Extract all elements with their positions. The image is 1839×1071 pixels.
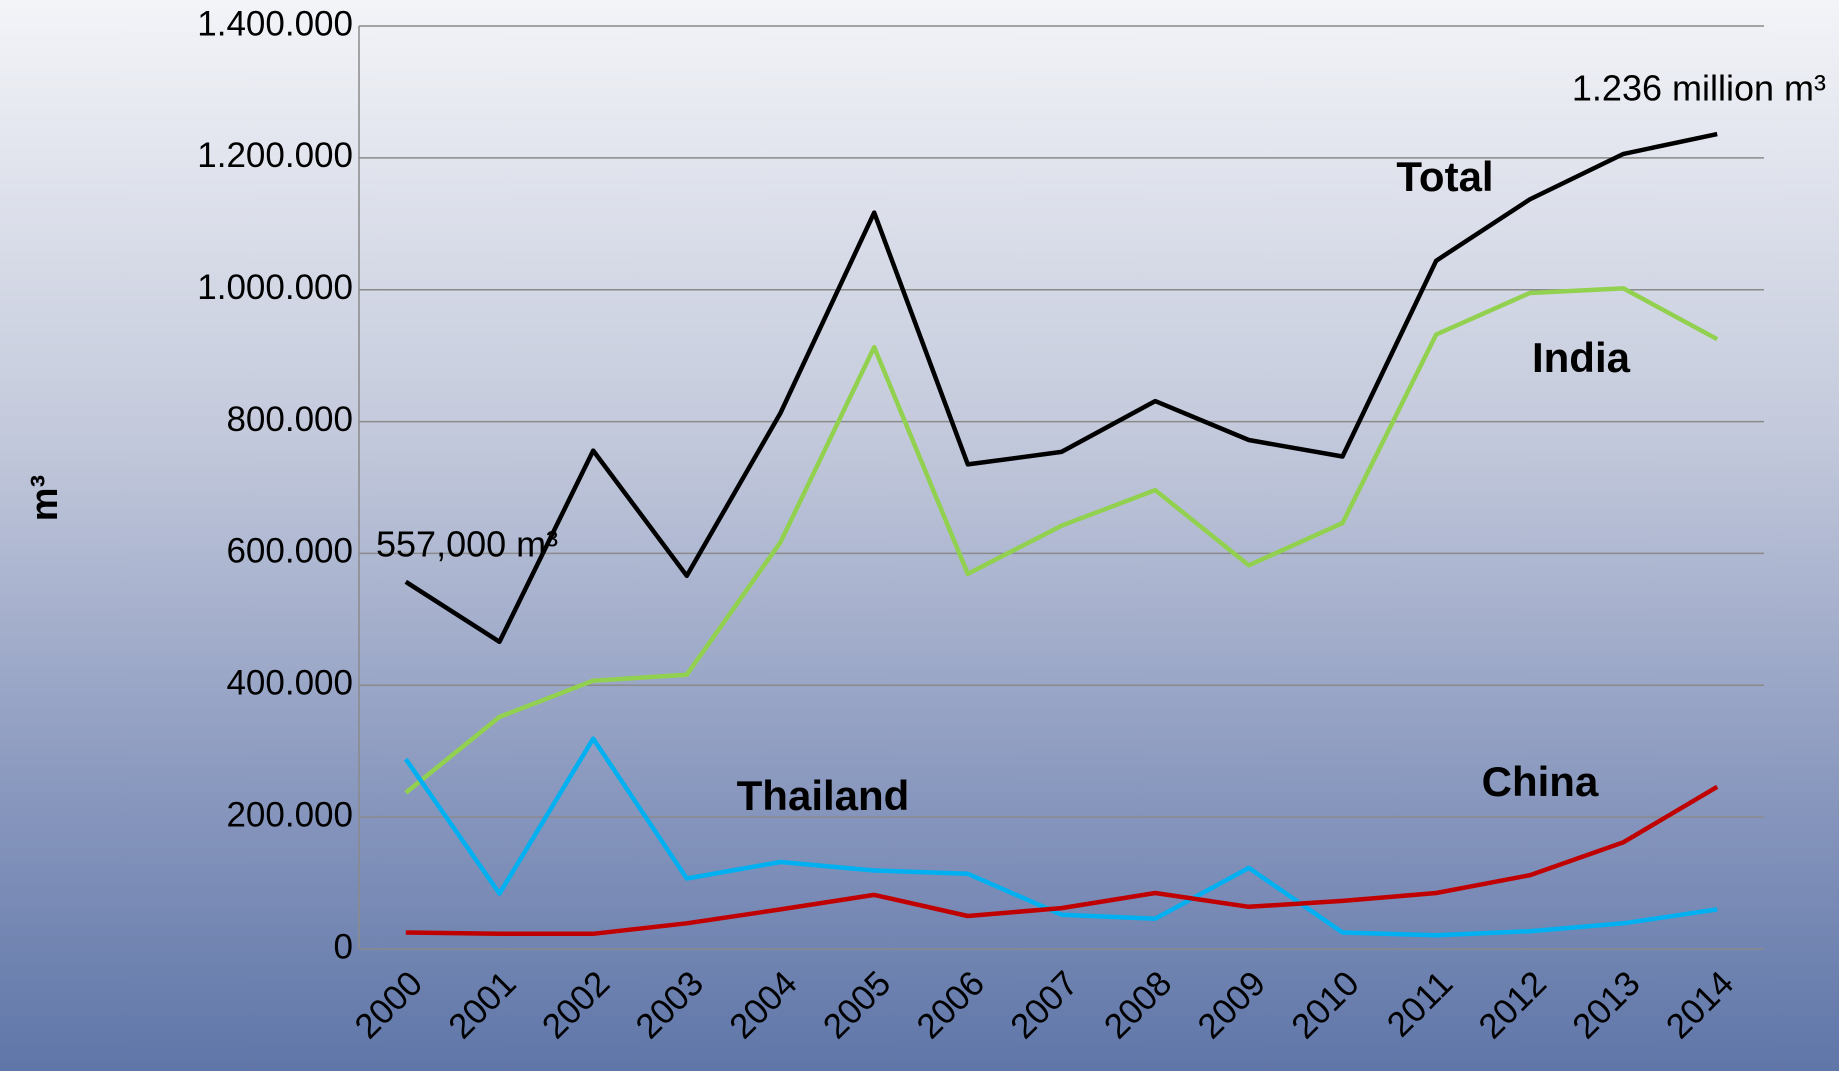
x-tick-label: 2005 xyxy=(816,964,899,1047)
x-tick-label: 2004 xyxy=(722,964,805,1047)
y-tick-label: 1.200.000 xyxy=(197,136,353,175)
series-label: Total xyxy=(1396,153,1493,200)
series-label: India xyxy=(1532,334,1631,381)
x-tick-label: 2013 xyxy=(1565,964,1648,1047)
series-label: Thailand xyxy=(737,772,910,819)
x-tick-label: 2008 xyxy=(1097,964,1180,1047)
y-tick-label: 1.000.000 xyxy=(197,268,353,307)
x-tick-label: 2001 xyxy=(441,964,524,1047)
y-tick-label: 600.000 xyxy=(226,532,353,571)
x-tick-label: 2003 xyxy=(628,964,711,1047)
x-tick-label: 2006 xyxy=(909,964,992,1047)
x-tick-label: 2010 xyxy=(1284,964,1367,1047)
y-tick-label: 400.000 xyxy=(226,664,353,703)
x-tick-label: 2012 xyxy=(1471,964,1554,1047)
x-tick-label: 2002 xyxy=(535,964,618,1047)
y-tick-label: 1.400.000 xyxy=(197,4,353,43)
series-label: China xyxy=(1482,758,1599,805)
x-tick-label: 2011 xyxy=(1380,964,1461,1045)
annotation: 557,000 m³ xyxy=(376,524,558,565)
series-line xyxy=(404,131,1718,645)
x-tick-label: 2014 xyxy=(1659,964,1742,1047)
annotation: 1.236 million m³ xyxy=(1572,68,1826,109)
x-tick-label: 2000 xyxy=(347,964,430,1047)
y-tick-label: 0 xyxy=(334,927,353,966)
y-tick-label: 200.000 xyxy=(226,795,353,834)
x-tick-label: 2007 xyxy=(1003,964,1086,1047)
x-tick-label: 2009 xyxy=(1190,964,1273,1047)
series-line xyxy=(405,784,1719,937)
series-line xyxy=(404,286,1719,795)
series-line xyxy=(403,736,1718,938)
y-tick-label: 800.000 xyxy=(226,400,353,439)
y-axis-label: m³ xyxy=(24,475,66,521)
